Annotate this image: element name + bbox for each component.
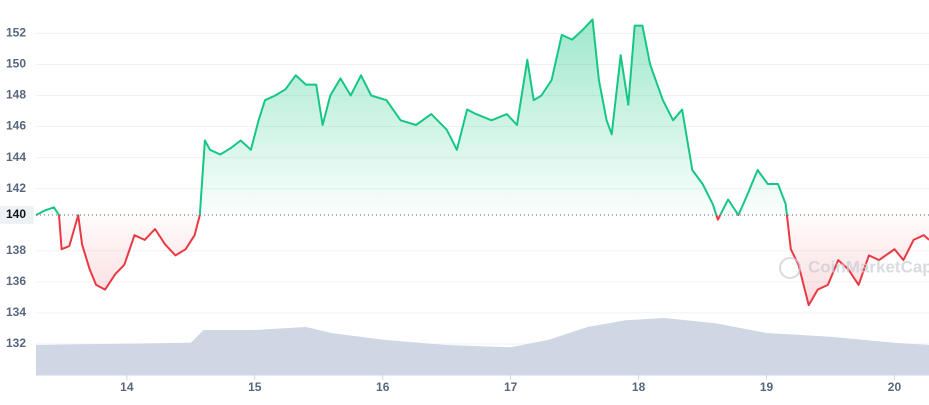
- x-tick-label: 18: [632, 380, 646, 394]
- x-tick-label: 14: [120, 380, 134, 394]
- y-tick-label: 134: [6, 305, 26, 319]
- y-tick-label: 146: [6, 119, 26, 133]
- price-area: [36, 19, 929, 306]
- x-tick-label: 19: [760, 380, 774, 394]
- x-tick-label: 20: [888, 380, 902, 394]
- y-tick-label: 138: [6, 243, 26, 257]
- y-tick-label: 142: [6, 181, 26, 195]
- price-line: [35, 18, 929, 307]
- y-tick-label: 148: [6, 88, 26, 102]
- y-tick-label: 152: [6, 26, 26, 40]
- y-tick-label: 144: [6, 150, 26, 164]
- baseline-label: 140: [6, 207, 26, 221]
- watermark: CoinMarketCap: [808, 257, 929, 276]
- y-tick-label: 136: [6, 274, 26, 288]
- volume-area: [36, 318, 929, 375]
- y-tick-label: 132: [6, 336, 26, 350]
- x-tick-label: 16: [376, 380, 390, 394]
- baseline-label-box: [0, 206, 34, 225]
- x-tick-label: 15: [248, 380, 262, 394]
- y-tick-label: 150: [6, 57, 26, 71]
- x-tick-label: 17: [504, 380, 518, 394]
- watermark-logo: [779, 257, 801, 279]
